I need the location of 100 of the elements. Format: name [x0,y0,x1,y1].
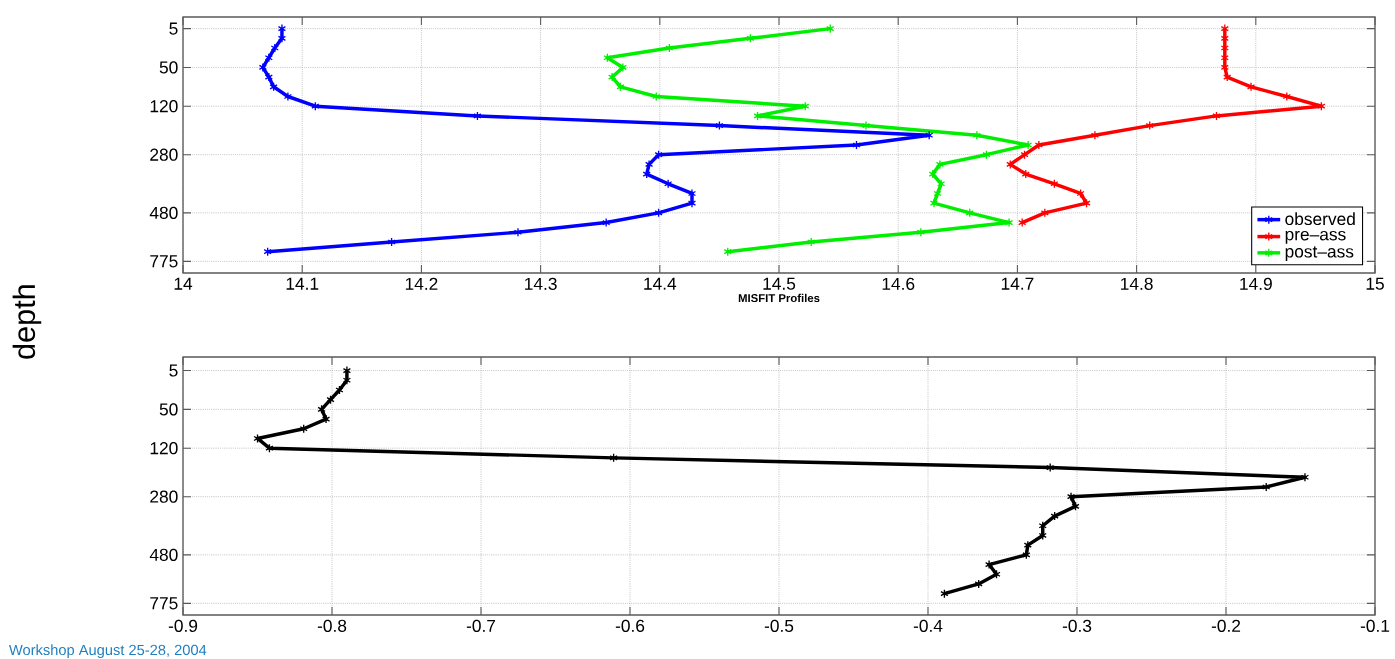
y-tick-label: 5 [169,22,178,35]
y-tick-label: 120 [150,442,178,455]
y-tick-label: 480 [149,548,178,561]
point [746,33,755,43]
y-tick-label: 480 [149,206,178,219]
point [1246,82,1256,92]
point [1004,217,1014,228]
point [616,82,625,92]
x-tick-label: -0.3 [1062,619,1092,632]
point [299,424,308,434]
x-tick-label: 14.5 [763,277,796,290]
point [1024,140,1033,150]
point [264,72,273,82]
point [283,91,293,102]
point [982,150,991,160]
point [321,414,331,424]
point [1022,550,1031,560]
text: Workshop August 25-28, 2004 [8,644,207,659]
point [1034,140,1043,150]
x-tick-label: -0.8 [317,619,347,632]
point [807,237,816,247]
point [618,62,627,73]
point [1046,462,1055,473]
x-tick-label: -0.1 [1360,619,1390,632]
point [265,443,274,453]
point [1282,91,1291,102]
point [925,130,934,140]
point [715,120,724,131]
point [654,150,663,160]
point [801,101,810,111]
point [936,179,946,189]
x-tick-label: 14 [174,277,193,290]
point [852,140,861,150]
point [1317,101,1326,111]
x-tick-label: -0.5 [764,619,794,632]
point [1071,501,1080,512]
x-tick-label: 14.6 [882,277,915,290]
y-tick-label: 280 [150,490,178,503]
point [1050,511,1059,521]
point [992,569,1001,579]
legend-label: pre–ass [1285,230,1346,244]
point [253,433,262,444]
x-tick-label: 14.8 [1121,277,1153,290]
point [602,217,611,228]
point [258,62,268,73]
point [1076,188,1085,199]
point [929,198,939,208]
point [984,559,994,570]
x-tick-label: -0.6 [615,619,645,632]
point [609,453,618,463]
point [723,246,732,257]
point [665,43,674,53]
point [264,53,273,63]
point [270,43,279,53]
x-tick-label: 14.2 [405,277,438,290]
y-tick-label: 5 [169,364,178,377]
y-axis-title: depth [12,285,42,359]
y-tick-label: 775 [150,597,178,610]
point [1082,198,1091,208]
x-tick-label: -0.7 [466,619,496,632]
point [826,23,835,34]
point [1040,208,1049,218]
point [387,237,396,247]
point [753,111,762,121]
y-tick-label: 50 [159,61,178,74]
point [644,159,654,170]
x-tick-label: 14.1 [286,277,319,290]
point [1018,217,1027,228]
point [335,385,344,395]
y-tick-label: 120 [150,100,178,113]
point [317,404,326,415]
point [654,208,663,218]
point [1020,150,1029,160]
point [928,169,937,179]
x-tick-label: 14.4 [644,277,677,290]
x-tick-label: 14.9 [1240,277,1272,290]
point [513,227,523,237]
point [269,82,278,92]
point [1050,179,1059,189]
x-tick-label: -0.9 [168,619,198,632]
x-tick-label: 15 [1366,277,1384,290]
point [311,101,320,111]
point [326,394,335,405]
point [933,188,942,199]
y-tick-label: 50 [159,403,178,416]
legend-label: observed [1285,212,1355,226]
y-tick-label: 280 [150,148,178,161]
point [916,227,925,237]
point [652,91,661,102]
y-tick-label: 775 [150,255,178,268]
x-tick-label: -0.4 [913,619,943,632]
point [1300,472,1310,482]
point [1066,491,1076,502]
point [965,208,974,218]
point [263,246,272,257]
point [861,120,871,131]
point [603,53,612,63]
point [1090,130,1100,140]
point [972,130,982,140]
point [1021,169,1030,179]
